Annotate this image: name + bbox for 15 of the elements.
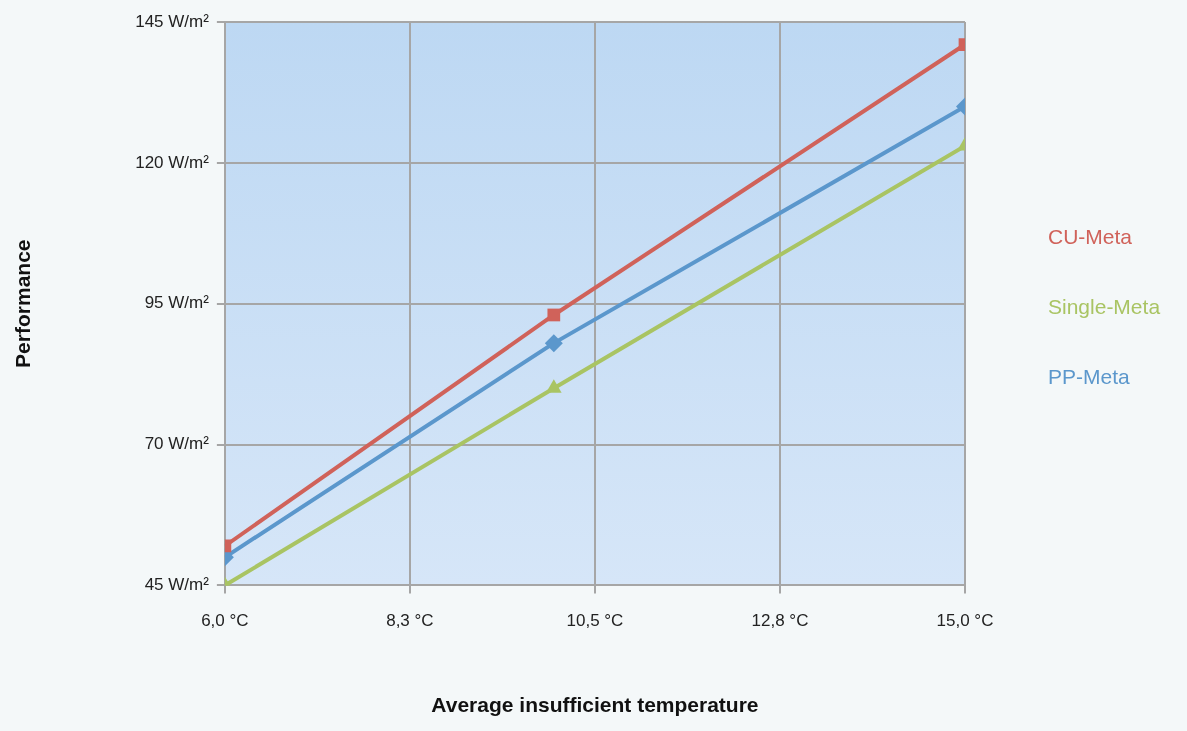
- text: CU-Meta: [1048, 225, 1133, 250]
- y-tick-label: 120 W/m²: [135, 152, 210, 172]
- y-axis-title: Performance: [11, 239, 35, 368]
- x-tick-label: 6,0 °C: [201, 611, 249, 631]
- y-tick-label: 45 W/m²: [144, 575, 210, 595]
- x-axis-title: Average insufficient temperature: [431, 693, 759, 717]
- y-tick-label: 70 W/m²: [144, 434, 210, 454]
- x-tick-label: 12,8 °C: [751, 611, 809, 631]
- y-tick-label: 95 W/m²: [144, 293, 210, 313]
- x-tick-label: 15,0 °C: [936, 611, 994, 631]
- x-tick-label: 8,3 °C: [386, 611, 434, 631]
- text: Single-Meta: [1048, 295, 1161, 320]
- y-tick-label: 145 W/m²: [135, 11, 210, 31]
- x-tick-label: 10,5 °C: [566, 611, 624, 631]
- text: PP-Meta: [1048, 365, 1131, 390]
